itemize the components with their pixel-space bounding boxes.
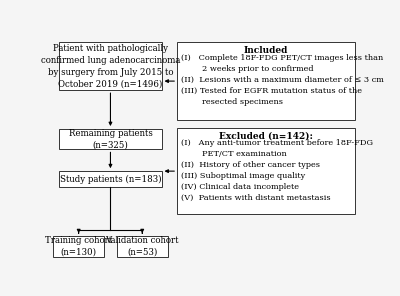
Text: (I)   Any anti-tumor treatment before 18F-FDG
        PET/CT examination
(II)  H: (I) Any anti-tumor treatment before 18F-…: [181, 139, 373, 202]
FancyBboxPatch shape: [117, 236, 168, 257]
Text: Remaining patients
(n=325): Remaining patients (n=325): [68, 129, 152, 149]
Text: Excluded (n=142):: Excluded (n=142):: [219, 132, 313, 141]
FancyBboxPatch shape: [177, 128, 355, 214]
Text: Patient with pathologically
confirmed lung adenocarcinoma
by surgery from July 2: Patient with pathologically confirmed lu…: [41, 44, 180, 89]
Text: Validation cohort
(n=53): Validation cohort (n=53): [106, 236, 179, 257]
Text: Study patients (n=183): Study patients (n=183): [60, 175, 161, 184]
FancyBboxPatch shape: [59, 171, 162, 187]
FancyBboxPatch shape: [53, 236, 104, 257]
FancyBboxPatch shape: [177, 42, 355, 120]
FancyBboxPatch shape: [59, 42, 162, 90]
Text: (I)   Complete 18F-FDG PET/CT images less than
        2 weeks prior to confirme: (I) Complete 18F-FDG PET/CT images less …: [181, 54, 384, 106]
Text: Training cohort
(n=130): Training cohort (n=130): [45, 236, 112, 257]
Text: Included: Included: [244, 46, 288, 55]
FancyBboxPatch shape: [59, 129, 162, 149]
